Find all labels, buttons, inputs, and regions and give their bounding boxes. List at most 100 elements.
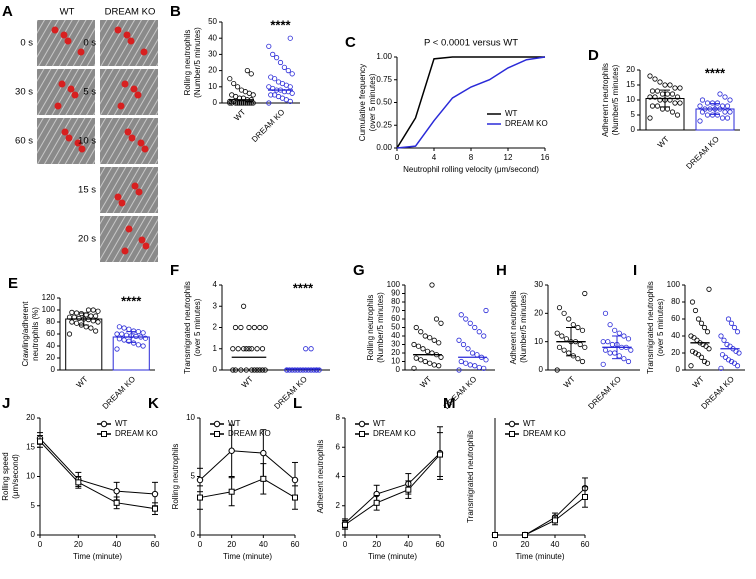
cell	[67, 85, 75, 93]
data-point	[734, 329, 741, 335]
data-point	[415, 343, 422, 349]
data-point	[285, 68, 291, 74]
y-axis-title: Adherent neutrophils	[601, 63, 610, 137]
data-point	[556, 305, 563, 311]
y-tick-label: 80	[46, 317, 55, 326]
time-label: 20 s	[78, 234, 96, 245]
data-point	[119, 331, 125, 337]
data-point	[259, 346, 266, 352]
data-point	[427, 360, 433, 366]
data-point	[238, 367, 244, 373]
data-point	[704, 329, 711, 335]
panel-label: J	[2, 395, 10, 412]
significance: ****	[293, 280, 314, 295]
cell	[121, 80, 129, 88]
data-point	[701, 358, 708, 365]
data-point	[709, 112, 716, 118]
data-point	[74, 320, 80, 326]
data-point	[246, 324, 252, 331]
data-point	[659, 106, 666, 112]
y-tick-label: 120	[42, 293, 56, 302]
data-point	[262, 324, 268, 331]
cell	[121, 247, 129, 255]
panel-label: L	[293, 395, 302, 412]
data-point	[311, 367, 317, 373]
significance: ****	[121, 293, 142, 308]
legend-label: WT	[523, 419, 536, 428]
cell	[127, 37, 135, 45]
data-point	[674, 94, 681, 100]
y-tick-label: 0	[191, 530, 196, 539]
data-point	[232, 324, 239, 331]
data-point	[249, 367, 255, 373]
data-point	[74, 310, 80, 316]
cell	[51, 26, 59, 34]
data-point	[275, 79, 282, 85]
y-axis-title: (over 5 minutes)	[193, 298, 202, 356]
y-tick-label: 0	[213, 98, 218, 107]
data-point	[689, 348, 696, 354]
data-point	[140, 330, 146, 336]
data-point	[116, 324, 122, 330]
cell	[74, 139, 82, 147]
y-tick-label: 10	[534, 337, 543, 346]
x-tick-label: 20	[372, 540, 381, 549]
y-tick-label: 0	[676, 365, 681, 374]
data-point	[698, 320, 705, 326]
data-point	[228, 488, 235, 495]
cell	[142, 242, 150, 250]
data-point	[114, 331, 120, 337]
data-point	[694, 337, 700, 343]
data-point	[672, 85, 678, 91]
y-tick-label: 80	[671, 297, 680, 306]
data-point	[135, 342, 141, 348]
legend-label: DREAM KO	[505, 119, 548, 128]
data-point	[131, 328, 137, 334]
y-tick-label: 10	[626, 95, 635, 104]
data-point	[305, 367, 311, 373]
x-tick-label: 40	[551, 540, 560, 549]
x-tick-label: 12	[504, 153, 513, 162]
data-point	[625, 336, 632, 342]
data-point	[724, 115, 731, 121]
data-point	[728, 320, 735, 326]
data-point	[714, 112, 721, 118]
time-label: 30 s	[15, 87, 33, 98]
y-tick-label: 90	[391, 289, 400, 298]
data-point	[602, 310, 609, 316]
data-point	[228, 447, 235, 454]
data-point	[456, 367, 462, 373]
data-point	[563, 336, 570, 342]
data-point	[88, 313, 94, 319]
data-point	[699, 97, 706, 103]
data-point	[266, 43, 272, 49]
y-tick-label: 60	[391, 314, 400, 323]
y-tick-label: 0	[631, 125, 636, 134]
data-point	[292, 494, 298, 501]
data-point	[236, 100, 243, 106]
y-tick-label: 30	[391, 340, 400, 349]
time-label: 60 s	[15, 136, 33, 147]
y-tick-label: 100	[42, 305, 56, 314]
y-axis-title: (Number/5 minutes)	[611, 64, 620, 135]
data-point	[522, 532, 528, 538]
y-tick-label: 20	[391, 348, 400, 357]
data-point	[238, 324, 244, 331]
data-point	[284, 367, 290, 373]
data-point	[692, 307, 699, 314]
data-point	[289, 71, 295, 77]
column-title: DREAM KO	[105, 7, 156, 18]
data-point	[600, 361, 606, 367]
data-line	[396, 56, 545, 149]
y-tick-label: 4	[336, 472, 341, 481]
x-tick-label: 40	[404, 540, 413, 549]
time-label: 10 s	[78, 136, 96, 147]
data-point	[727, 97, 733, 103]
data-point	[300, 367, 306, 373]
data-point	[373, 499, 380, 506]
y-tick-label: 0	[539, 365, 544, 374]
data-point	[657, 97, 663, 103]
x-axis-title: Time (minute)	[368, 552, 417, 561]
data-point	[411, 341, 417, 348]
